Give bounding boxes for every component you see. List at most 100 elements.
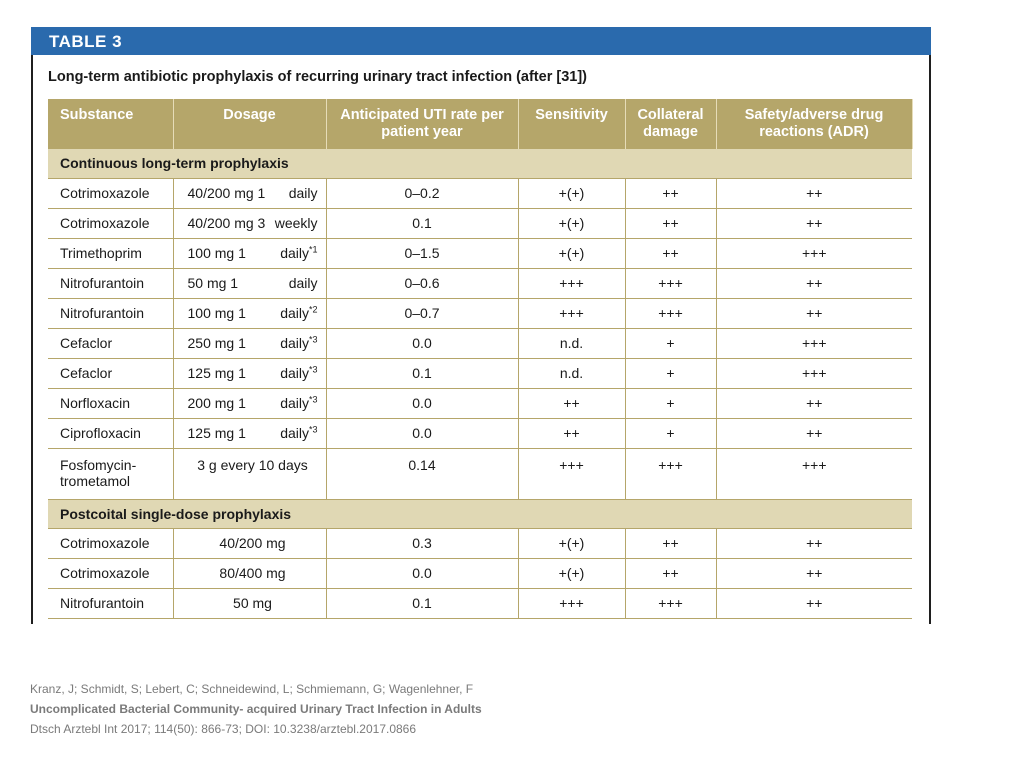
safety-cell: ++ — [716, 208, 912, 239]
table-row: Cotrimoxazole 40/200 mg 0.3 +(+) ++ ++ — [48, 528, 912, 559]
rate-cell: 0.1 — [326, 358, 519, 389]
sensitivity-cell: ++ — [518, 388, 626, 419]
dosage-amount: 40/200 mg 3 — [187, 215, 266, 231]
footnote-marker: *3 — [308, 394, 318, 405]
table-row: Norfloxacin 200 mg 1 daily*3 0.0 ++ + ++ — [48, 388, 912, 419]
dosage-amount: 80/400 mg — [219, 565, 286, 581]
dosage-frequency: daily*3 — [280, 335, 317, 351]
table-row: Nitrofurantoin 50 mg 1 daily 0–0.6 +++ +++ ++ — [48, 268, 912, 299]
dosage-amount: 125 mg 1 — [187, 425, 246, 441]
table-row: Cefaclor 125 mg 1 daily*3 0.1 n.d. + +++ — [48, 358, 912, 389]
rate-cell: 0.14 — [326, 448, 519, 500]
dosage-frequency: daily — [289, 275, 318, 291]
collateral-cell: +++ — [625, 448, 717, 500]
sensitivity-cell: ++ — [518, 418, 626, 449]
sensitivity-cell: +++ — [518, 448, 626, 500]
dosage-cell: 200 mg 1 daily*3 — [173, 388, 327, 419]
dosage-frequency: daily*3 — [280, 425, 317, 441]
sensitivity-cell: +(+) — [518, 208, 626, 239]
rate-cell: 0.3 — [326, 528, 519, 559]
citation-authors: Kranz, J; Schmidt, S; Lebert, C; Schneid… — [30, 682, 474, 696]
substance-cell: Cotrimoxazole — [48, 178, 174, 209]
table-row: Nitrofurantoin 50 mg 0.1 +++ +++ ++ — [48, 588, 912, 619]
collateral-cell: +++ — [625, 298, 717, 329]
substance-cell: Cotrimoxazole — [48, 208, 174, 239]
safety-cell: ++ — [716, 388, 912, 419]
collateral-cell: ++ — [625, 178, 717, 209]
dosage-frequency: daily*1 — [280, 245, 317, 261]
safety-cell: ++ — [716, 268, 912, 299]
dosage-cell: 125 mg 1 daily*3 — [173, 418, 327, 449]
dosage-amount: 40/200 mg 1 — [187, 185, 266, 201]
dosage-cell: 50 mg 1 daily — [173, 268, 327, 299]
rate-cell: 0–0.2 — [326, 178, 519, 209]
safety-cell: +++ — [716, 448, 912, 500]
frequency-text: daily — [280, 395, 309, 411]
sensitivity-cell: +(+) — [518, 178, 626, 209]
section-row: Postcoital single-dose prophylaxis — [48, 499, 912, 529]
header-rate: Anticipated UTI rate per patient year — [326, 99, 519, 149]
safety-cell: +++ — [716, 358, 912, 389]
collateral-cell: + — [625, 358, 717, 389]
footnote-marker: *2 — [308, 304, 318, 315]
table-row: Fosfomycin-trometamol 3 g every 10 days 0.… — [48, 448, 912, 500]
frequency-text: daily — [280, 365, 309, 381]
collateral-cell: ++ — [625, 558, 717, 589]
collateral-cell: ++ — [625, 528, 717, 559]
header-safety: Safety/adverse drug reactions (ADR) — [716, 99, 913, 149]
dosage-cell: 100 mg 1 daily*1 — [173, 238, 327, 269]
table-row: Ciprofloxacin 125 mg 1 daily*3 0.0 ++ + ++ — [48, 418, 912, 449]
substance-cell: Cotrimoxazole — [48, 558, 174, 589]
section-row: Continuous long-term prophylaxis — [48, 149, 912, 179]
frequency-text: daily — [288, 185, 318, 201]
collateral-cell: +++ — [625, 588, 717, 619]
collateral-cell: ++ — [625, 238, 717, 269]
substance-cell: Cefaclor — [48, 358, 174, 389]
sensitivity-cell: +++ — [518, 268, 626, 299]
dosage-amount: 100 mg 1 — [187, 245, 246, 261]
collateral-cell: +++ — [625, 268, 717, 299]
frequency-text: daily — [280, 425, 309, 441]
dosage-frequency: daily*2 — [280, 305, 317, 321]
substance-cell: Fosfomycin-trometamol — [48, 448, 174, 500]
header-dosage: Dosage — [173, 99, 327, 149]
safety-cell: +++ — [716, 328, 912, 359]
safety-cell: ++ — [716, 558, 912, 589]
dosage-amount: 125 mg 1 — [187, 365, 246, 381]
substance-cell: Nitrofurantoin — [48, 298, 174, 329]
table-banner: TABLE 3 — [31, 27, 931, 55]
dosage-amount: 40/200 mg — [219, 535, 286, 551]
substance-cell: Nitrofurantoin — [48, 588, 174, 619]
table-row: Cotrimoxazole 40/200 mg 1 daily 0–0.2 +(+) ++… — [48, 178, 912, 209]
table-row: Cefaclor 250 mg 1 daily*3 0.0 n.d. + +++ — [48, 328, 912, 359]
substance-cell: Cotrimoxazole — [48, 528, 174, 559]
footnote-marker: *1 — [308, 244, 318, 255]
dosage-amount: 200 mg 1 — [187, 395, 246, 411]
citation-title: Uncomplicated Bacterial Community- acqui… — [30, 702, 482, 716]
footnote-marker: *3 — [308, 364, 318, 375]
rate-cell: 0.0 — [326, 558, 519, 589]
table-caption: Long-term antibiotic prophylaxis of recu… — [48, 69, 587, 85]
substance-cell: Trimethoprim — [48, 238, 174, 269]
sensitivity-cell: n.d. — [518, 358, 626, 389]
rate-cell: 0.0 — [326, 388, 519, 419]
dosage-cell: 3 g every 10 days — [173, 448, 327, 500]
collateral-cell: + — [625, 418, 717, 449]
header-collateral: Collateral damage — [625, 99, 717, 149]
substance-cell: Cefaclor — [48, 328, 174, 359]
safety-cell: ++ — [716, 588, 912, 619]
table-row: Cotrimoxazole 40/200 mg 3 weekly 0.1 +(+) ++ +… — [48, 208, 912, 239]
dosage-cell: 100 mg 1 daily*2 — [173, 298, 327, 329]
table-label: TABLE 3 — [49, 32, 123, 51]
substance-cell: Nitrofurantoin — [48, 268, 174, 299]
collateral-cell: ++ — [625, 208, 717, 239]
rate-cell: 0.1 — [326, 588, 519, 619]
citation: Kranz, J; Schmidt, S; Lebert, C; Schneid… — [30, 679, 482, 739]
frequency-text: daily — [280, 305, 309, 321]
table-row: Trimethoprim 100 mg 1 daily*1 0–1.5 +(+) ++ ++… — [48, 238, 912, 269]
header-sensitivity: Sensitivity — [518, 99, 626, 149]
dosage-amount: 50 mg — [233, 595, 272, 611]
footnote-marker: *3 — [308, 424, 318, 435]
rate-cell: 0–0.7 — [326, 298, 519, 329]
sensitivity-cell: +(+) — [518, 528, 626, 559]
